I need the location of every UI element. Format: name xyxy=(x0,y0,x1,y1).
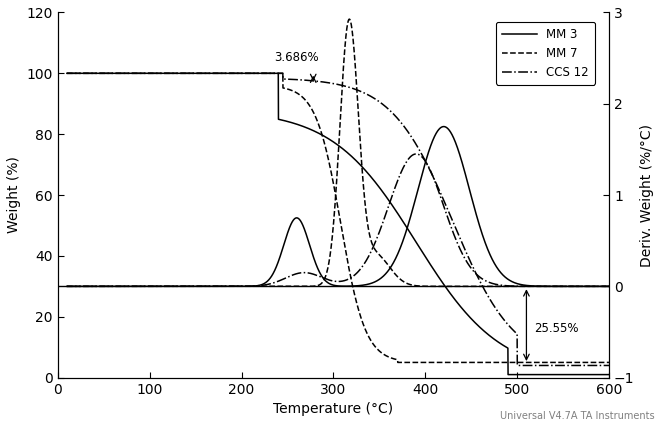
MM 7 xyxy=(157,71,165,76)
MM 7 xyxy=(125,71,133,76)
MM 3 xyxy=(536,372,544,377)
Text: 3.686%: 3.686% xyxy=(274,51,319,64)
MM 3 xyxy=(294,122,302,127)
CCS 12 xyxy=(514,363,522,368)
CCS 12 xyxy=(595,363,603,368)
MM 7 xyxy=(605,360,613,365)
Legend: MM 3, MM 7, CCS 12: MM 3, MM 7, CCS 12 xyxy=(496,22,595,85)
MM 7 xyxy=(536,360,544,365)
CCS 12 xyxy=(125,71,133,76)
MM 7 xyxy=(294,91,302,96)
Text: 25.55%: 25.55% xyxy=(534,322,578,335)
CCS 12 xyxy=(294,77,302,82)
MM 7 xyxy=(394,360,402,365)
MM 3 xyxy=(125,71,133,76)
MM 7 xyxy=(271,71,279,76)
CCS 12 xyxy=(271,71,279,76)
Line: MM 7: MM 7 xyxy=(67,73,609,363)
MM 3 xyxy=(63,71,71,76)
Y-axis label: Deriv. Weight (%/°C): Deriv. Weight (%/°C) xyxy=(640,124,654,266)
Line: MM 3: MM 3 xyxy=(67,73,609,375)
MM 3 xyxy=(605,372,613,377)
MM 3 xyxy=(271,71,279,76)
Text: Universal V4.7A TA Instruments: Universal V4.7A TA Instruments xyxy=(500,411,654,421)
Line: CCS 12: CCS 12 xyxy=(67,73,609,365)
MM 3 xyxy=(504,372,512,377)
CCS 12 xyxy=(605,363,613,368)
MM 7 xyxy=(595,360,603,365)
X-axis label: Temperature (°C): Temperature (°C) xyxy=(274,402,393,416)
MM 3 xyxy=(595,372,603,377)
CCS 12 xyxy=(157,71,165,76)
MM 7 xyxy=(63,71,71,76)
CCS 12 xyxy=(536,363,544,368)
MM 3 xyxy=(157,71,165,76)
Y-axis label: Weight (%): Weight (%) xyxy=(7,157,21,233)
CCS 12 xyxy=(63,71,71,76)
